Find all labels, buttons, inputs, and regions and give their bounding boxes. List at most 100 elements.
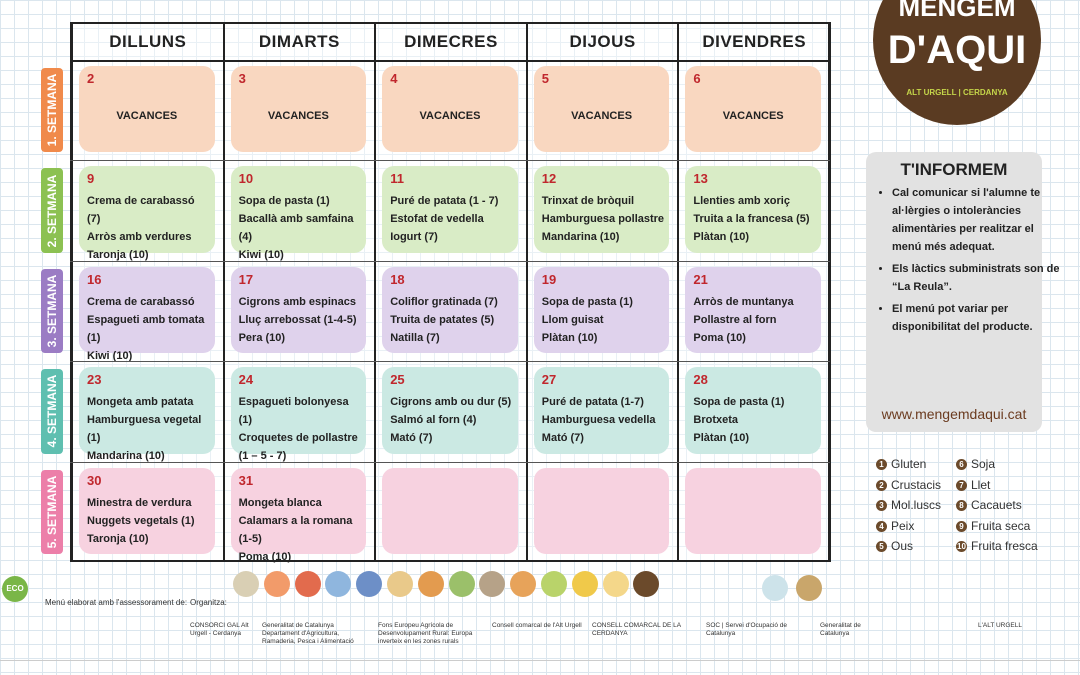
column-line bbox=[829, 22, 831, 562]
menu-item: Truita de patates (5) bbox=[390, 313, 495, 326]
day-note: VACANCES bbox=[419, 110, 481, 122]
menu-cell: 12 Trinxat de bròquil Hamburguesa pollastr… bbox=[533, 166, 670, 253]
menu-cell: 10 Sopa de pasta (1) Bacallà amb samfaina … bbox=[230, 166, 367, 261]
menu-items: Minestra de verdura Nuggets vegetals (1) T… bbox=[87, 494, 211, 548]
allergen-icon bbox=[417, 571, 444, 597]
menu-items: Cigrons amb ou dur (5) Salmó al forn (4) M… bbox=[390, 393, 514, 447]
organizer-label: Organitza: bbox=[190, 598, 227, 607]
sponsor-logo: CONSORCI GAL Alt Urgell - Cerdanya bbox=[190, 622, 249, 637]
allergen-icon bbox=[602, 571, 629, 597]
day-number: 21 bbox=[693, 271, 708, 287]
row-line bbox=[70, 260, 830, 262]
menu-item: Pollastre al forn bbox=[693, 313, 777, 326]
info-bullets: Cal comunicar si l'alumne te al·lèrgies … bbox=[870, 184, 1060, 340]
week-label-text: 5. SETMANA bbox=[45, 475, 59, 549]
menu-cell: 28 Sopa de pasta (1) Brotxeta Plàtan (10) bbox=[685, 367, 821, 454]
day-note: VACANCES bbox=[267, 110, 329, 122]
eco-badge: ECO bbox=[2, 576, 28, 602]
allergen-number: 8 bbox=[956, 500, 967, 511]
menu-item: Plàtan (10) bbox=[693, 231, 750, 244]
menu-item: Mongeta amb patata bbox=[87, 396, 194, 409]
sponsor-logo: Consell comarcal de l'Alt Urgell bbox=[492, 622, 582, 629]
column-line bbox=[677, 22, 680, 562]
day-number: 19 bbox=[541, 271, 557, 287]
day-number: 3 bbox=[238, 71, 246, 86]
day-number: 17 bbox=[238, 271, 254, 287]
allergen-name: Fruita seca bbox=[971, 518, 1031, 533]
menu-item: Kiwi (10) bbox=[238, 249, 284, 262]
allergen: 3 Mol.luscs bbox=[876, 498, 941, 512]
menu-item: Puré de patata (1-7) bbox=[541, 396, 644, 409]
logo-tagline: ALT URGELL | CERDANYA bbox=[906, 88, 1008, 97]
menu-item: Hamburguesa pollastre bbox=[541, 213, 665, 226]
day-number: 31 bbox=[238, 472, 254, 488]
info-bullet: Cal comunicar si l'alumne te al·lèrgies … bbox=[892, 184, 1060, 256]
allergen-name: Cacauets bbox=[971, 498, 1022, 512]
week-label-text: 1. SETMANA bbox=[45, 73, 59, 147]
sponsor-logo: Generalitat de Catalunya bbox=[820, 622, 861, 637]
menu-cell: 6 VACANCES bbox=[685, 66, 821, 153]
info-box bbox=[866, 152, 1042, 432]
menu-items: Trinxat de bròquil Hamburguesa pollastre M… bbox=[542, 192, 666, 246]
menu-item: Trinxat de bròquil bbox=[541, 195, 635, 208]
menu-item: Plàtan (10) bbox=[541, 331, 598, 344]
weekday-header: DIJOUS bbox=[569, 32, 636, 51]
menu-cell: 11 Puré de patata (1 - 7) Estofat de vedel… bbox=[382, 166, 518, 253]
row-line bbox=[70, 361, 830, 363]
day-number: 18 bbox=[390, 271, 405, 287]
allergen-name: Crustacis bbox=[891, 477, 942, 492]
info-bullet: Els làctics subministrats son de “La Reu… bbox=[892, 260, 1060, 296]
menu-cell: 4 VACANCES bbox=[382, 66, 518, 153]
allergen-icon bbox=[233, 571, 259, 597]
weekday-header: DIMECRES bbox=[404, 32, 498, 51]
menu-cell: 24 Espagueti bolonyesa (1) Croquetes de po… bbox=[230, 367, 367, 480]
info-bullet: El menú pot variar per disponibilitat de… bbox=[892, 300, 1060, 336]
menu-item: Sopa de pasta (1) bbox=[541, 295, 633, 308]
day-number: 28 bbox=[693, 372, 708, 388]
menu-item: Natilla (7) bbox=[390, 331, 440, 344]
allergen-icon bbox=[448, 571, 475, 597]
day-number: 2 bbox=[87, 71, 95, 86]
allergen: 8 Cacauets bbox=[956, 498, 1022, 512]
allergen-number: 2 bbox=[876, 479, 887, 491]
menu-item: Cigrons amb ou dur (5) bbox=[390, 396, 512, 409]
allergen-name: Llet bbox=[971, 477, 991, 492]
menu-item: Brotxeta bbox=[693, 414, 739, 427]
column-line bbox=[525, 22, 528, 562]
menu-cell bbox=[382, 467, 518, 554]
day-number: 23 bbox=[87, 372, 102, 388]
logo-line2: D'AQUI bbox=[887, 28, 1027, 72]
allergen: 10 Fruita fresca bbox=[956, 539, 1038, 553]
allergen: 5 Ous bbox=[876, 539, 913, 553]
logo-line1: MENGEM bbox=[898, 0, 1016, 22]
allergen: 2 Crustacis bbox=[876, 478, 941, 492]
sponsor-logo: L'ALT URGELL bbox=[978, 622, 1022, 629]
menu-item: Llenties amb xoriç bbox=[693, 195, 790, 208]
allergen-icon bbox=[796, 575, 822, 601]
menu-item: Taronja (10) bbox=[87, 249, 149, 262]
menu-item: Hamburguesa vedella bbox=[541, 414, 656, 427]
menu-item: Llom guisat bbox=[541, 313, 604, 326]
menu-item: Poma (10) bbox=[238, 550, 292, 563]
menu-items: Puré de patata (1-7) Hamburguesa vedella M… bbox=[542, 393, 666, 447]
menu-items: Mongeta blanca Calamars a la romana (1-5)… bbox=[239, 494, 363, 566]
menu-items: Crema de carabassó Espagueti amb tomata (… bbox=[87, 293, 211, 365]
menu-cell: 17 Cigrons amb espinacs Lluç arrebossat (1… bbox=[230, 266, 367, 354]
menu-items: Puré de patata (1 - 7) Estofat de vedella… bbox=[390, 192, 514, 246]
menu-item: Iogurt (7) bbox=[390, 231, 438, 244]
day-note: VACANCES bbox=[571, 110, 633, 122]
advisor-label: Menú elaborat amb l'assessorament de: bbox=[45, 598, 188, 607]
menu-item: Coliflor gratinada (7) bbox=[390, 295, 498, 308]
menu-item: Crema de carabassó (7) bbox=[87, 195, 195, 226]
allergen-number: 4 bbox=[876, 520, 887, 532]
menu-item: Sopa de pasta (1) bbox=[238, 195, 330, 208]
weekday-header: DIVENDRES bbox=[702, 32, 807, 51]
allergen-number: 9 bbox=[956, 520, 967, 532]
allergen: 9 Fruita seca bbox=[956, 519, 1030, 533]
allergen-number: 6 bbox=[956, 459, 967, 470]
column-line bbox=[374, 22, 377, 562]
menu-cell: 21 Arròs de muntanya Pollastre al forn Poma… bbox=[685, 266, 821, 354]
menu-item: Pera (10) bbox=[238, 331, 286, 344]
day-number: 13 bbox=[693, 171, 708, 187]
